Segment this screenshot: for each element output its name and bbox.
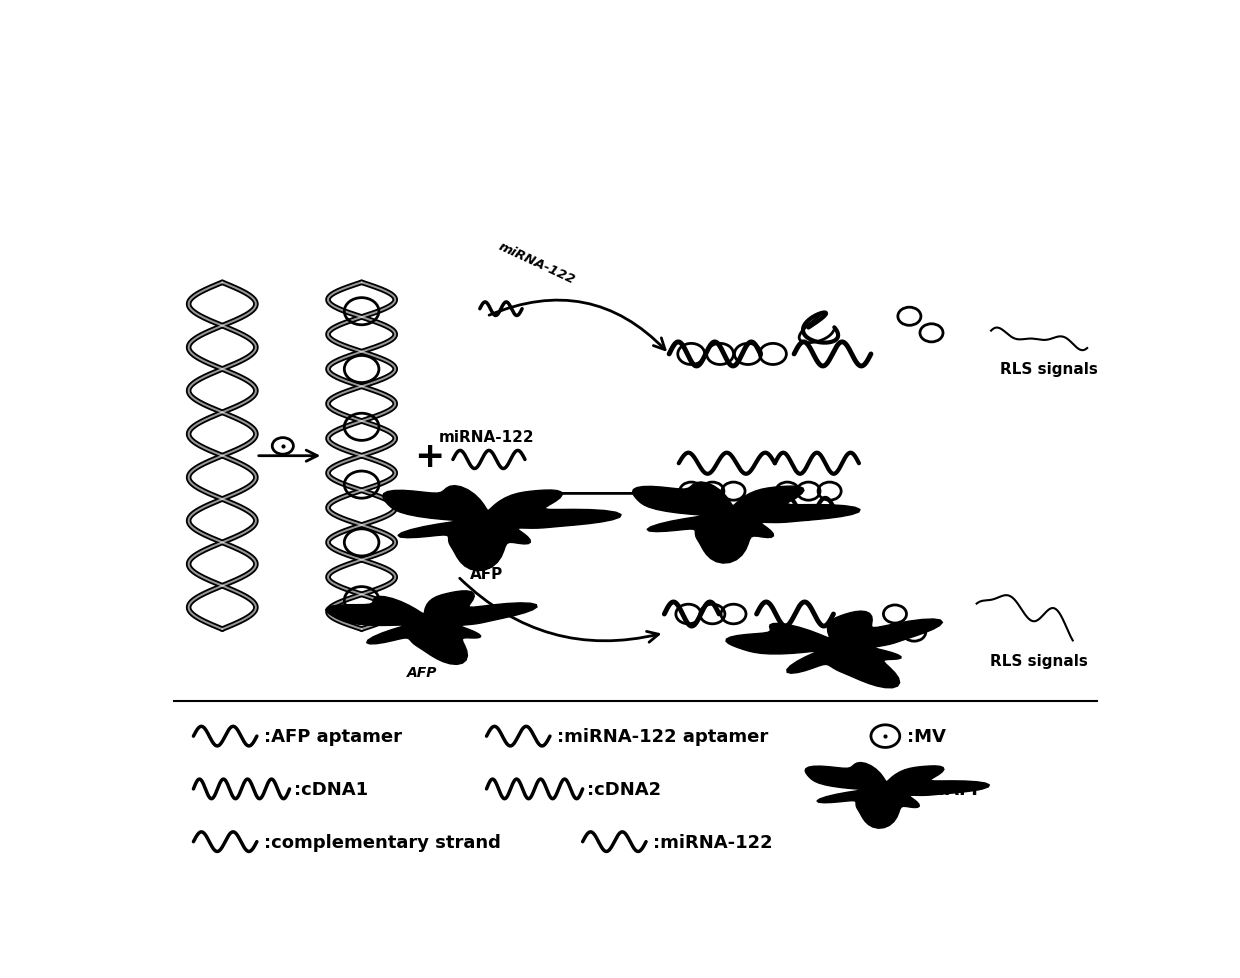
Text: AFP: AFP (407, 666, 438, 680)
Text: :complementary strand: :complementary strand (264, 833, 501, 851)
Text: AFP: AFP (470, 566, 503, 581)
Polygon shape (326, 592, 537, 665)
Text: :miRNA-122 aptamer: :miRNA-122 aptamer (557, 728, 768, 745)
Text: :cDNA1: :cDNA1 (294, 780, 368, 798)
Text: +: + (414, 439, 444, 473)
Text: :AFP aptamer: :AFP aptamer (264, 728, 402, 745)
Polygon shape (383, 486, 621, 571)
Text: :cDNA2: :cDNA2 (588, 780, 662, 798)
Text: RLS signals: RLS signals (991, 653, 1087, 669)
Text: :miRNA-122: :miRNA-122 (652, 833, 773, 851)
Polygon shape (725, 611, 942, 689)
Polygon shape (632, 482, 861, 563)
Polygon shape (805, 763, 990, 828)
Text: :AFP: :AFP (939, 780, 985, 798)
Text: miRNA-122: miRNA-122 (439, 430, 534, 445)
Text: :MV: :MV (908, 728, 946, 745)
Text: miRNA-122: miRNA-122 (496, 240, 577, 287)
Text: RLS signals: RLS signals (999, 362, 1097, 378)
